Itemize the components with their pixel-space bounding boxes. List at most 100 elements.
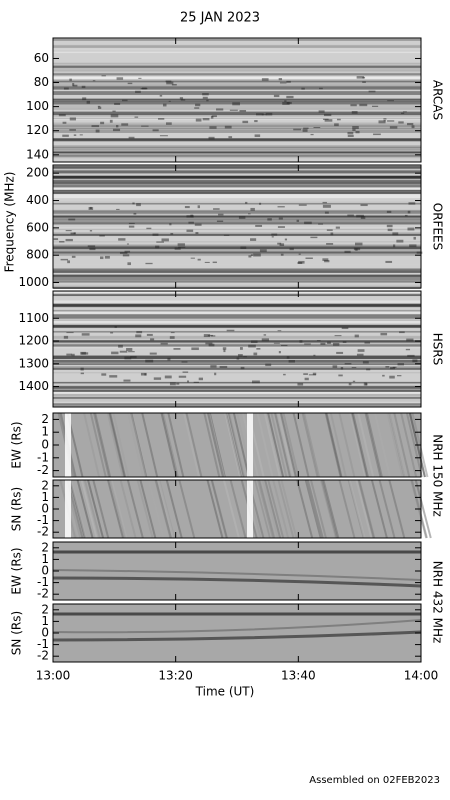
texture-speck	[240, 366, 245, 370]
texture-band	[53, 129, 421, 133]
texture-speck	[86, 100, 91, 104]
texture-streak	[210, 479, 228, 539]
texture-streak	[136, 479, 154, 539]
y-tick-label: 200	[26, 166, 49, 180]
texture-speck	[190, 257, 195, 259]
texture-speck	[109, 119, 113, 123]
texture-streak	[280, 479, 298, 539]
texture-speck	[89, 247, 96, 251]
texture-speck	[121, 123, 129, 126]
texture	[53, 38, 421, 159]
texture-speck	[140, 372, 147, 376]
texture-speck	[169, 336, 175, 339]
texture-speck	[124, 356, 132, 360]
texture-streak	[264, 479, 282, 539]
y-tick-label: 1200	[18, 334, 49, 348]
texture-band	[53, 38, 421, 40]
texture-speck	[224, 125, 232, 129]
texture-streak	[185, 412, 203, 478]
texture-speck	[283, 373, 286, 376]
texture-streak	[351, 412, 369, 478]
texture-speck	[202, 96, 208, 99]
texture-speck	[298, 253, 301, 255]
texture-speck	[133, 212, 137, 215]
texture-speck	[254, 120, 258, 123]
texture-speck	[63, 335, 69, 339]
texture-band	[53, 320, 421, 324]
texture-speck	[156, 241, 164, 243]
texture-streak	[206, 479, 224, 539]
texture-speck	[141, 125, 149, 127]
texture-speck	[336, 351, 344, 354]
texture-speck	[186, 215, 194, 218]
texture-speck	[119, 251, 128, 254]
texture-speck	[382, 374, 385, 377]
texture-band	[53, 44, 421, 48]
texture-speck	[202, 93, 209, 96]
texture-streak	[263, 412, 281, 478]
texture-speck	[223, 234, 230, 236]
texture-speck	[386, 224, 393, 228]
texture-streak	[251, 479, 269, 539]
texture-streak	[321, 479, 339, 539]
texture-band	[53, 346, 421, 349]
texture-streak	[268, 412, 286, 478]
texture-band	[53, 396, 421, 399]
texture-speck	[322, 204, 331, 208]
texture-band	[53, 244, 421, 248]
texture-speck	[126, 243, 129, 245]
texture-speck	[169, 382, 176, 386]
texture-speck	[237, 354, 243, 357]
texture-speck	[122, 254, 130, 257]
texture-streak	[349, 412, 367, 478]
texture-speck	[318, 223, 324, 225]
texture-streak	[378, 479, 396, 539]
texture-speck	[304, 377, 309, 381]
footer: Assembled on 02FEB2023	[309, 775, 440, 786]
texture-speck	[114, 326, 117, 328]
texture-streak	[348, 479, 366, 539]
texture-speck	[58, 114, 66, 117]
y-tick-label: -1	[37, 637, 49, 651]
texture-speck	[286, 356, 290, 359]
texture-band	[53, 252, 421, 256]
texture-speck	[273, 342, 280, 344]
texture-band	[53, 241, 421, 243]
texture-speck	[364, 341, 371, 344]
texture-speck	[413, 236, 416, 240]
texture-speck	[149, 352, 157, 355]
texture-streak	[338, 412, 356, 478]
texture-speck	[116, 77, 124, 80]
texture-band	[53, 392, 421, 397]
texture-speck	[170, 232, 174, 235]
texture-band	[53, 87, 421, 90]
texture-streak	[388, 479, 406, 539]
texture-speck	[167, 357, 171, 361]
texture-speck	[97, 106, 102, 109]
texture-speck	[135, 90, 141, 94]
texture-streak	[127, 412, 145, 478]
texture-band	[53, 126, 421, 128]
texture-speck	[81, 85, 86, 89]
texture-speck	[112, 128, 121, 132]
texture-speck	[259, 202, 262, 205]
texture-speck	[288, 360, 295, 363]
texture-band	[53, 212, 421, 215]
texture-speck	[168, 100, 171, 102]
texture-speck	[280, 344, 288, 347]
texture-speck	[284, 100, 287, 102]
texture-speck	[127, 262, 131, 266]
texture-streak	[388, 412, 406, 478]
texture-streak	[358, 479, 376, 539]
texture-speck	[112, 110, 116, 112]
texture-streak	[147, 479, 165, 539]
texture-speck	[164, 375, 172, 379]
texture-band	[53, 105, 421, 109]
texture-speck	[387, 228, 393, 232]
texture-speck	[216, 220, 224, 222]
texture-speck	[407, 354, 415, 357]
texture-band	[53, 65, 421, 69]
texture-band	[53, 170, 421, 174]
texture-band	[53, 111, 421, 116]
y-tick-label: 60	[34, 51, 49, 65]
